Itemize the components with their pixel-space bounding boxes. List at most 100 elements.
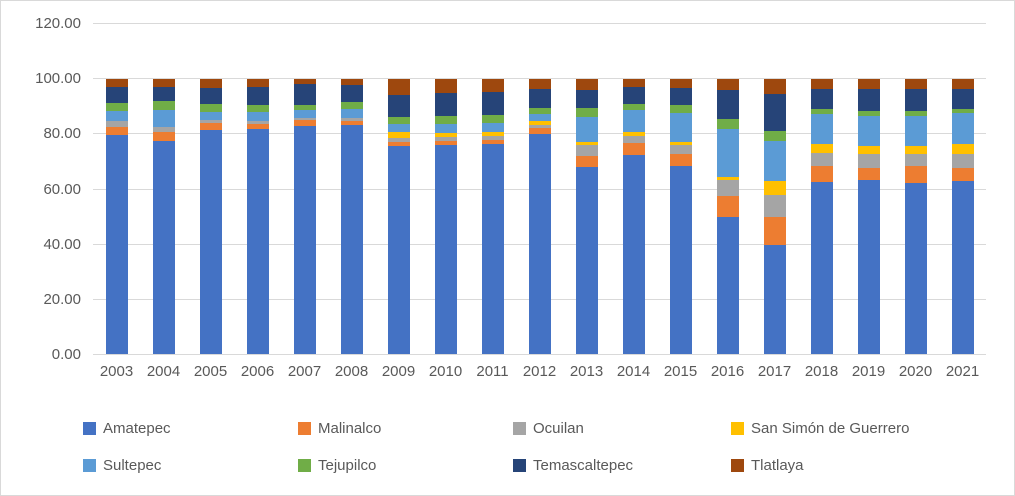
legend-item-sultepec: Sultepec bbox=[83, 458, 161, 473]
bar-2011-tlatlaya bbox=[481, 78, 504, 93]
bar-2008-ocuilan bbox=[340, 117, 363, 121]
bar-2008-tejupilco bbox=[340, 102, 363, 109]
x-axis-label-2011: 2011 bbox=[476, 363, 509, 380]
bar-2016-tejupilco bbox=[716, 119, 739, 129]
bar-2015-malinalco bbox=[669, 153, 692, 166]
bar-2012-malinalco bbox=[528, 128, 551, 134]
bar-2003-malinalco bbox=[105, 126, 128, 136]
y-axis-label-120: 120.00 bbox=[35, 15, 81, 32]
y-axis-label-80: 80.00 bbox=[43, 125, 81, 143]
bar-2016-san-simon-de-guerrero bbox=[716, 176, 739, 180]
x-axis-label-2005: 2005 bbox=[193, 363, 228, 380]
x-axis-label-2016: 2016 bbox=[710, 363, 745, 380]
bar-2010-ocuilan bbox=[434, 137, 457, 141]
bar-2020-ocuilan bbox=[904, 154, 927, 167]
legend-swatch-sultepec-icon bbox=[83, 459, 96, 472]
x-axis-label-2012: 2012 bbox=[522, 363, 557, 380]
bar-2021-amatepec bbox=[951, 181, 974, 355]
bar-2010-tejupilco bbox=[434, 116, 457, 124]
gridline-0 bbox=[93, 354, 986, 355]
legend-label: San Simón de Guerrero bbox=[751, 420, 910, 437]
bar-2010-amatepec bbox=[434, 145, 457, 355]
bar-2017-tlatlaya bbox=[763, 78, 786, 94]
x-axis-label-2007: 2007 bbox=[287, 363, 322, 380]
bar-2010-san-simon-de-guerrero bbox=[434, 133, 457, 138]
bar-2020-tejupilco bbox=[904, 110, 927, 116]
bar-2013-malinalco bbox=[575, 155, 598, 168]
bar-2018-tlatlaya bbox=[810, 78, 833, 89]
bar-2012-temascaltepec bbox=[528, 89, 551, 108]
bar-2018-san-simon-de-guerrero bbox=[810, 144, 833, 153]
x-axis-label-2020: 2020 bbox=[898, 363, 933, 380]
y-axis-label-100: 100.00 bbox=[35, 70, 81, 88]
bar-2016-sultepec bbox=[716, 128, 739, 177]
bar-2007-tejupilco bbox=[293, 104, 316, 111]
bar-2019-temascaltepec bbox=[857, 88, 880, 111]
x-axis-label-2010: 2010 bbox=[428, 363, 463, 380]
bar-2021-tejupilco bbox=[951, 109, 974, 114]
legend-label: Tlatlaya bbox=[751, 457, 804, 474]
bar-2014-san-simon-de-guerrero bbox=[622, 132, 645, 136]
bar-2006-tlatlaya bbox=[246, 78, 269, 87]
bar-2012-amatepec bbox=[528, 133, 551, 355]
bar-2019-amatepec bbox=[857, 179, 880, 355]
legend-swatch-amatepec-icon bbox=[83, 422, 96, 435]
bar-2021-tlatlaya bbox=[951, 78, 974, 89]
bar-2005-sultepec bbox=[199, 112, 222, 121]
bar-2004-ocuilan bbox=[152, 126, 175, 133]
legend-label: Amatepec bbox=[103, 420, 171, 437]
bar-2007-malinalco bbox=[293, 120, 316, 127]
bar-2010-temascaltepec bbox=[434, 92, 457, 117]
bar-2016-tlatlaya bbox=[716, 78, 739, 91]
bar-2019-sultepec bbox=[857, 115, 880, 146]
legend-swatch-san-simon-de-guerrero-icon bbox=[731, 422, 744, 435]
bar-2010-sultepec bbox=[434, 123, 457, 134]
bar-2006-malinalco bbox=[246, 123, 269, 130]
bar-2014-tlatlaya bbox=[622, 78, 645, 87]
bar-2004-tejupilco bbox=[152, 101, 175, 110]
bar-2020-amatepec bbox=[904, 182, 927, 355]
x-axis-label-2021: 2021 bbox=[945, 363, 980, 380]
bar-2015-ocuilan bbox=[669, 144, 692, 154]
x-axis-label-2008: 2008 bbox=[334, 363, 369, 380]
bar-2004-temascaltepec bbox=[152, 86, 175, 102]
bar-2008-amatepec bbox=[340, 125, 363, 355]
bar-2014-tejupilco bbox=[622, 103, 645, 110]
bar-2012-tlatlaya bbox=[528, 78, 551, 90]
bar-2005-temascaltepec bbox=[199, 87, 222, 104]
bar-2016-malinalco bbox=[716, 195, 739, 217]
bar-2015-amatepec bbox=[669, 165, 692, 355]
bar-2004-sultepec bbox=[152, 109, 175, 127]
gridline-120 bbox=[93, 23, 986, 24]
legend-swatch-tlatlaya-icon bbox=[731, 459, 744, 472]
y-axis-label-20: 20.00 bbox=[43, 290, 81, 308]
legend-swatch-ocuilan-icon bbox=[513, 422, 526, 435]
bar-2005-tlatlaya bbox=[199, 78, 222, 88]
bar-2016-temascaltepec bbox=[716, 90, 739, 120]
bar-2013-amatepec bbox=[575, 167, 598, 355]
bar-2015-tlatlaya bbox=[669, 78, 692, 88]
bar-2011-ocuilan bbox=[481, 136, 504, 140]
bar-2009-tlatlaya bbox=[387, 78, 410, 96]
bar-2003-tejupilco bbox=[105, 102, 128, 112]
bar-2021-sultepec bbox=[951, 113, 974, 145]
bar-2009-amatepec bbox=[387, 146, 410, 355]
legend-label: Temascaltepec bbox=[533, 457, 634, 474]
bar-2013-san-simon-de-guerrero bbox=[575, 142, 598, 146]
bar-2014-ocuilan bbox=[622, 135, 645, 144]
bar-2003-amatepec bbox=[105, 135, 128, 355]
bar-2003-temascaltepec bbox=[105, 87, 128, 103]
x-axis-label-2014: 2014 bbox=[616, 363, 651, 380]
bar-2013-ocuilan bbox=[575, 145, 598, 156]
legend-item-amatepec: Amatepec bbox=[83, 421, 171, 436]
bar-2006-sultepec bbox=[246, 112, 269, 122]
legend-label: Sultepec bbox=[103, 457, 162, 474]
bar-2018-ocuilan bbox=[810, 152, 833, 167]
x-axis-label-2019: 2019 bbox=[851, 363, 886, 380]
bar-2004-amatepec bbox=[152, 140, 175, 355]
bar-2011-malinalco bbox=[481, 139, 504, 145]
x-axis-label-2015: 2015 bbox=[663, 363, 698, 380]
legend-swatch-malinalco-icon bbox=[298, 422, 311, 435]
legend-swatch-tejupilco-icon bbox=[298, 459, 311, 472]
bar-2021-san-simon-de-guerrero bbox=[951, 144, 974, 155]
